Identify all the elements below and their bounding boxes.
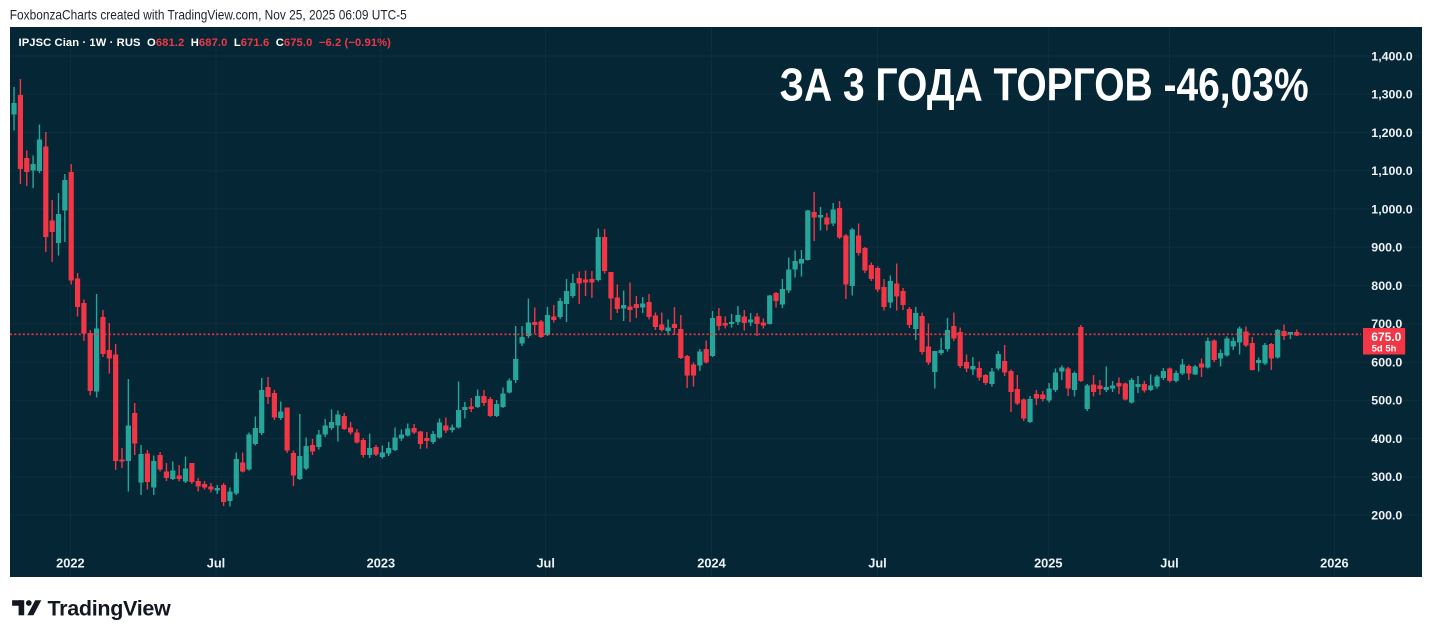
svg-text:1,200.0: 1,200.0 xyxy=(1371,126,1412,140)
svg-text:700.0: 700.0 xyxy=(1371,317,1402,331)
svg-text:1,000.0: 1,000.0 xyxy=(1371,202,1412,216)
svg-text:900.0: 900.0 xyxy=(1371,241,1402,255)
svg-text:FoxbonzaCharts created with Tr: FoxbonzaCharts created with TradingView.… xyxy=(10,6,407,22)
svg-text:500.0: 500.0 xyxy=(1371,394,1402,408)
svg-text:1,100.0: 1,100.0 xyxy=(1371,164,1412,178)
svg-text:ЗА 3 ГОДА ТОРГОВ -46,03%: ЗА 3 ГОДА ТОРГОВ -46,03% xyxy=(780,58,1309,110)
svg-text:800.0: 800.0 xyxy=(1371,279,1402,293)
svg-text:Jul: Jul xyxy=(536,555,555,570)
svg-text:TradingView: TradingView xyxy=(48,597,172,621)
svg-text:2024: 2024 xyxy=(697,555,726,570)
svg-text:5d 5h: 5d 5h xyxy=(1372,344,1397,355)
svg-text:Jul: Jul xyxy=(868,555,887,570)
svg-text:2022: 2022 xyxy=(56,555,84,570)
svg-text:1,300.0: 1,300.0 xyxy=(1371,88,1412,102)
svg-text:2023: 2023 xyxy=(367,555,395,570)
svg-text:2026: 2026 xyxy=(1320,555,1348,570)
svg-text:600.0: 600.0 xyxy=(1371,355,1402,369)
svg-text:400.0: 400.0 xyxy=(1371,432,1402,446)
svg-text:IPJSC Cian · 1W · RUS O681.2: IPJSC Cian · 1W · RUS O681.2 H687.0 L671… xyxy=(19,37,392,49)
svg-text:200.0: 200.0 xyxy=(1371,508,1402,522)
svg-text:Jul: Jul xyxy=(1160,555,1179,570)
svg-text:300.0: 300.0 xyxy=(1371,470,1402,484)
svg-text:2025: 2025 xyxy=(1034,555,1062,570)
svg-text:Jul: Jul xyxy=(207,555,226,570)
svg-text:1,400.0: 1,400.0 xyxy=(1371,49,1412,63)
svg-text:675.0: 675.0 xyxy=(1371,330,1401,344)
